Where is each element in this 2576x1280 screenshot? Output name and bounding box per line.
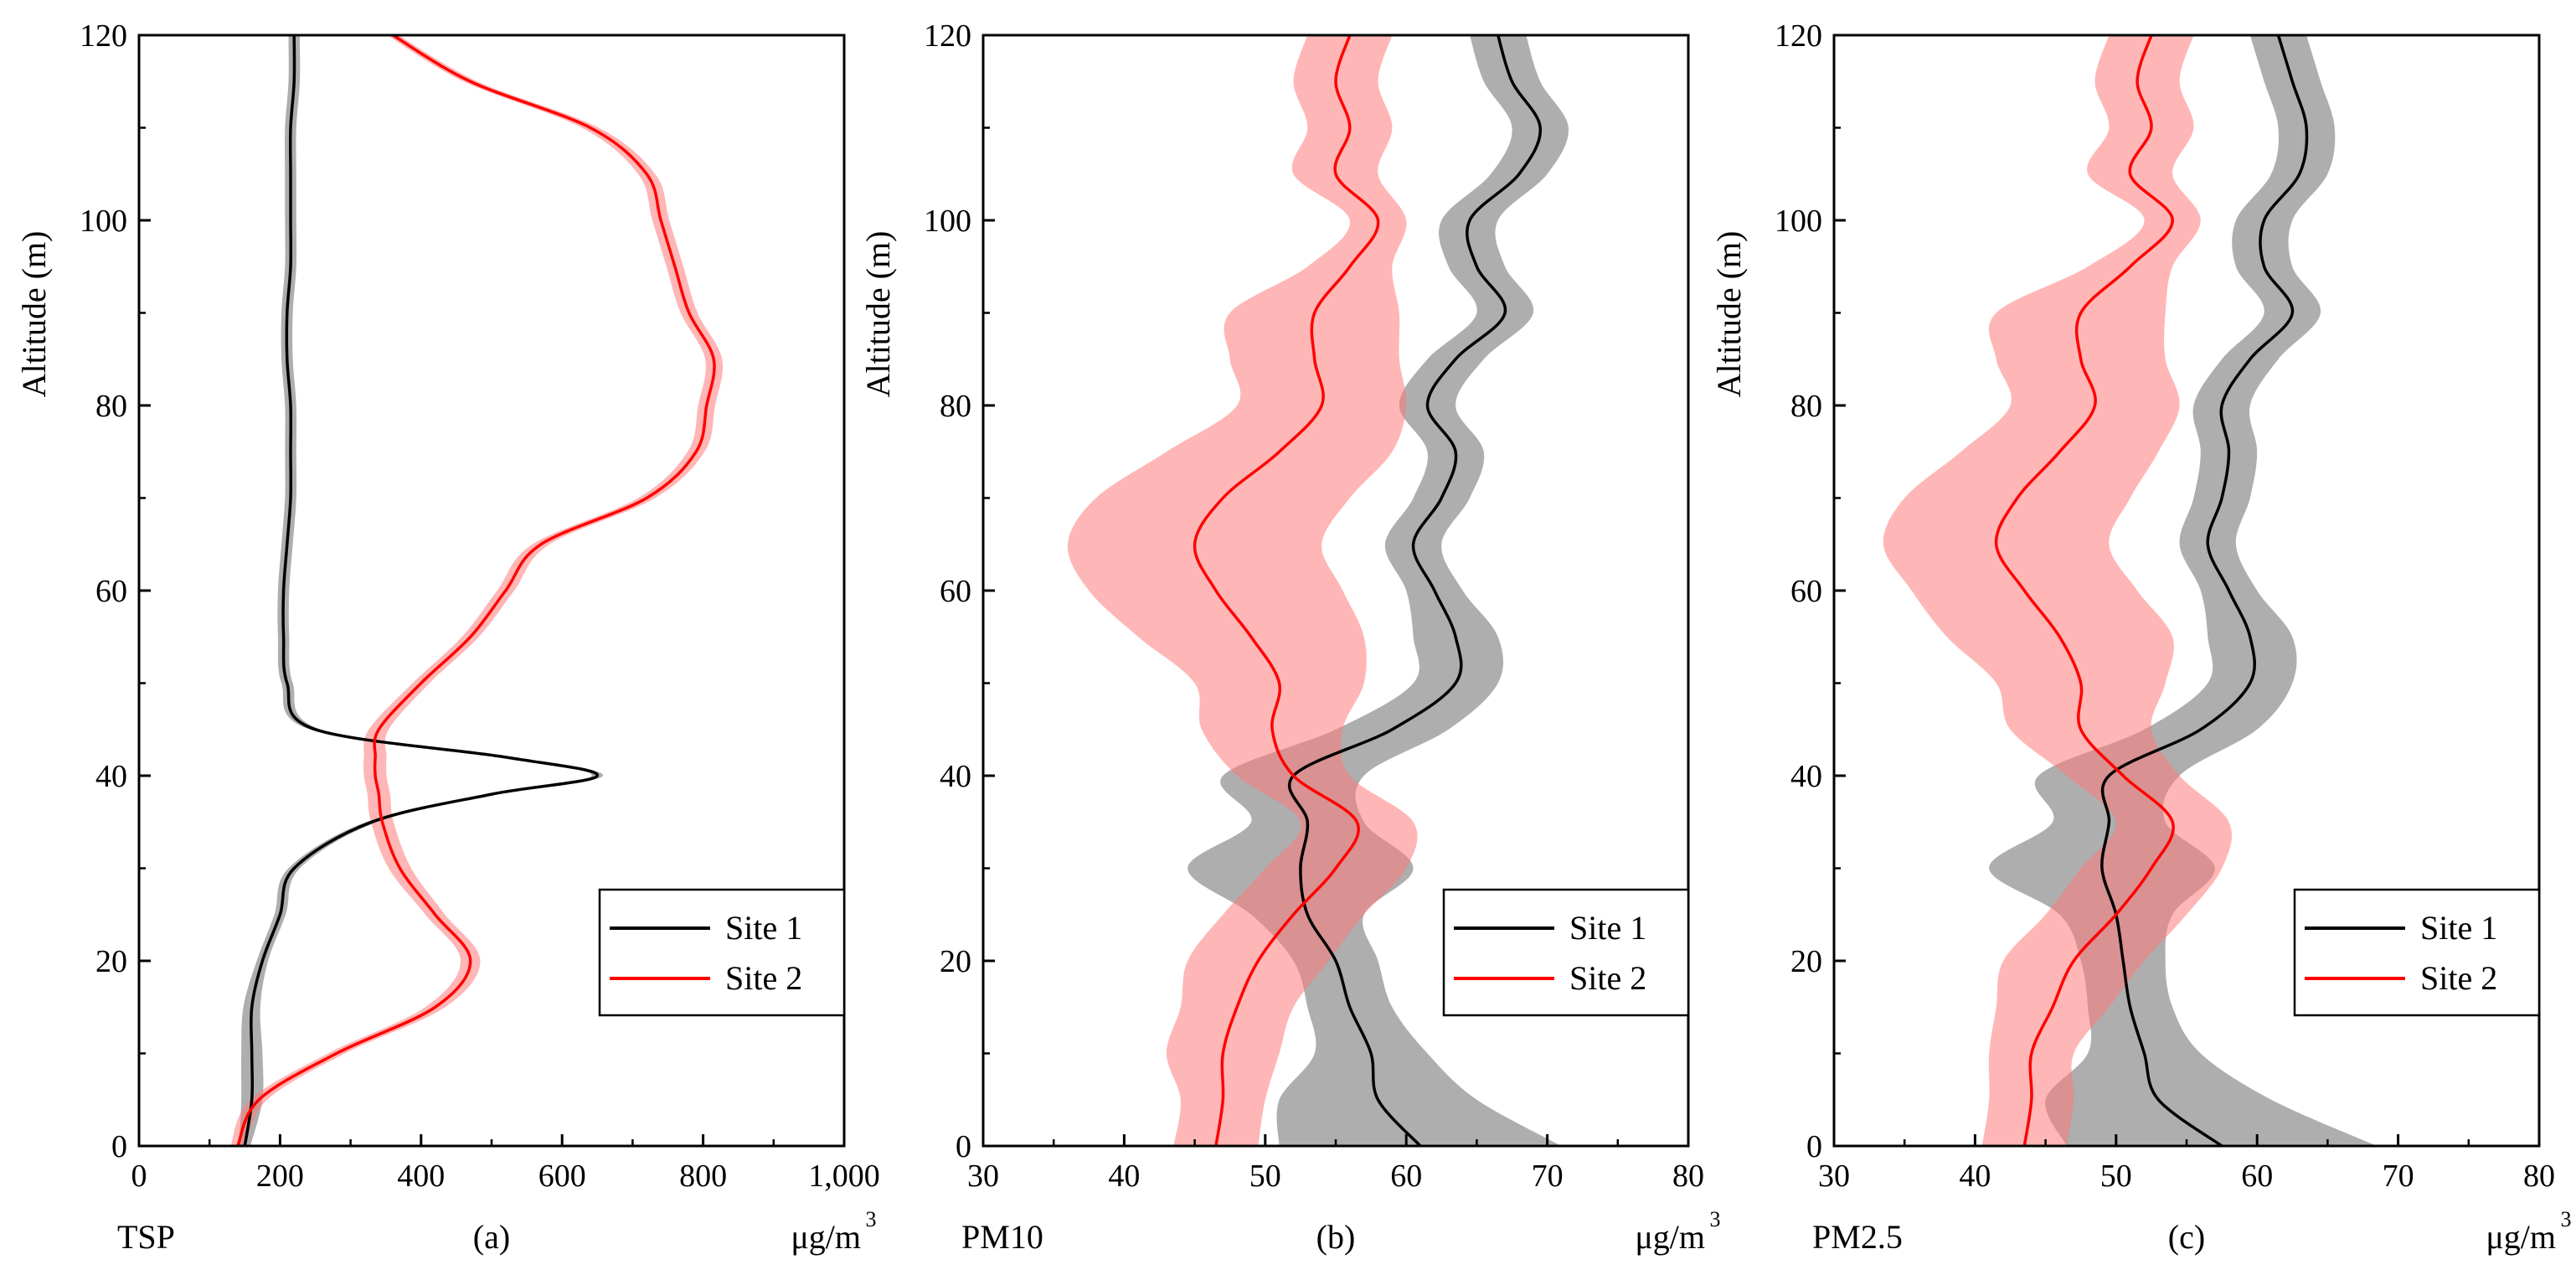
chart-panel-1: 30 40 50 60 70 80 0 20 40 60 80 100 120 Altitude (m) P… bbox=[859, 18, 1721, 1256]
legend-label-site-1: Site 1 bbox=[2420, 909, 2497, 947]
series-2-line bbox=[236, 35, 716, 1146]
unit-label: μg/m bbox=[791, 1218, 861, 1256]
panel-label: (a) bbox=[473, 1218, 510, 1256]
unit-exponent: 3 bbox=[866, 1207, 877, 1231]
legend: Site 1 Site 2 bbox=[1442, 888, 1690, 1017]
x-tick-label: 50 bbox=[1249, 1159, 1281, 1194]
x-tick-label: 70 bbox=[1532, 1159, 1564, 1194]
plot-area bbox=[1883, 35, 2378, 1146]
x-tick-label: 800 bbox=[679, 1159, 727, 1194]
y-tick-label: 40 bbox=[940, 759, 971, 794]
legend-label-site-2: Site 2 bbox=[1569, 959, 1646, 997]
chart-panel-2: 30 40 50 60 70 80 0 20 40 60 80 100 120 Altitude (m) P… bbox=[1710, 18, 2572, 1256]
y-tick-label: 60 bbox=[95, 574, 127, 609]
series-1-line bbox=[243, 35, 599, 1146]
x-tick-label: 70 bbox=[2383, 1159, 2414, 1194]
x-tick-label: 80 bbox=[1672, 1159, 1704, 1194]
y-tick-label: 120 bbox=[924, 18, 971, 54]
pollutant-label: TSP bbox=[117, 1218, 175, 1256]
legend-label-site-1: Site 1 bbox=[725, 909, 802, 947]
y-tick-label: 100 bbox=[1775, 204, 1822, 239]
y-tick-label: 0 bbox=[1806, 1129, 1822, 1164]
y-tick-label: 60 bbox=[1790, 574, 1822, 609]
unit-exponent: 3 bbox=[2561, 1207, 2572, 1231]
y-axis-label: Altitude (m) bbox=[1710, 231, 1748, 398]
y-tick-label: 20 bbox=[1790, 944, 1822, 979]
chart-panel-0: 0 200 400 600 800 1,000 0 20 40 60 80 100 120 Altitud… bbox=[15, 18, 880, 1256]
y-axis-label: Altitude (m) bbox=[859, 231, 897, 398]
y-tick-label: 40 bbox=[1790, 759, 1822, 794]
legend-box bbox=[598, 888, 846, 1017]
legend-label-site-2: Site 2 bbox=[2420, 959, 2497, 997]
x-tick-label: 600 bbox=[538, 1159, 586, 1194]
y-tick-label: 20 bbox=[95, 944, 127, 979]
y-tick-label: 80 bbox=[1790, 389, 1822, 424]
y-tick-label: 40 bbox=[95, 759, 127, 794]
x-tick-label: 40 bbox=[1108, 1159, 1140, 1194]
legend: Site 1 Site 2 bbox=[598, 888, 846, 1017]
pollutant-label: PM2.5 bbox=[1812, 1218, 1903, 1256]
x-tick-label: 60 bbox=[1390, 1159, 1422, 1194]
y-tick-label: 80 bbox=[95, 389, 127, 424]
y-tick-label: 60 bbox=[940, 574, 971, 609]
plot-area bbox=[230, 35, 724, 1146]
x-tick-label: 40 bbox=[1959, 1159, 1991, 1194]
y-tick-label: 120 bbox=[80, 18, 127, 54]
y-tick-label: 100 bbox=[80, 204, 127, 239]
unit-label: μg/m bbox=[1635, 1218, 1705, 1256]
series-1-band bbox=[239, 35, 604, 1146]
pollutant-label: PM10 bbox=[961, 1218, 1043, 1256]
y-tick-label: 100 bbox=[924, 204, 971, 239]
series-1-line bbox=[1287, 35, 1542, 1146]
x-tick-label: 50 bbox=[2100, 1159, 2132, 1194]
legend: Site 1 Site 2 bbox=[2293, 888, 2541, 1017]
y-tick-label: 120 bbox=[1775, 18, 1822, 54]
y-axis-label: Altitude (m) bbox=[15, 231, 53, 398]
series-2-band bbox=[1883, 35, 2232, 1146]
y-tick-label: 20 bbox=[940, 944, 971, 979]
panel-label: (c) bbox=[2168, 1218, 2205, 1256]
legend-box bbox=[2293, 888, 2541, 1017]
unit-label: μg/m bbox=[2486, 1218, 2556, 1256]
x-tick-label: 30 bbox=[967, 1159, 999, 1194]
panel-label: (b) bbox=[1316, 1218, 1356, 1256]
legend-box bbox=[1442, 888, 1690, 1017]
y-tick-label: 80 bbox=[940, 389, 971, 424]
x-tick-label: 1,000 bbox=[808, 1159, 880, 1194]
x-tick-label: 200 bbox=[256, 1159, 304, 1194]
x-tick-label: 80 bbox=[2523, 1159, 2555, 1194]
unit-exponent: 3 bbox=[1710, 1207, 1721, 1231]
x-tick-label: 0 bbox=[131, 1159, 147, 1194]
series-2-line bbox=[1193, 35, 1380, 1146]
series-1-line bbox=[2100, 35, 2309, 1146]
series-2-line bbox=[1994, 35, 2175, 1146]
x-tick-label: 60 bbox=[2241, 1159, 2273, 1194]
x-tick-label: 30 bbox=[1818, 1159, 1850, 1194]
series-2-band bbox=[1067, 35, 1418, 1146]
y-tick-label: 0 bbox=[111, 1129, 127, 1164]
plot-area bbox=[1067, 35, 1569, 1146]
x-tick-label: 400 bbox=[397, 1159, 445, 1194]
legend-label-site-2: Site 2 bbox=[725, 959, 802, 997]
legend-label-site-1: Site 1 bbox=[1569, 909, 1646, 947]
y-tick-label: 0 bbox=[956, 1129, 971, 1164]
